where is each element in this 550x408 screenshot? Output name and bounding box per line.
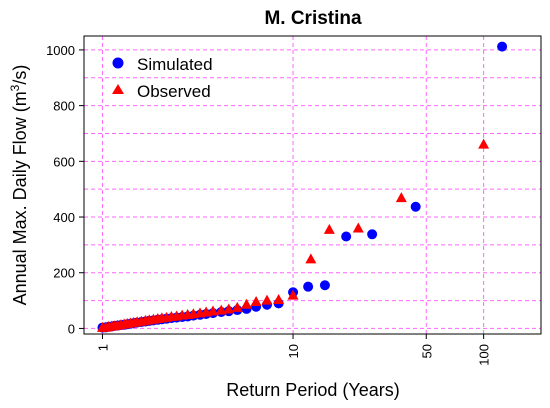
y-tick-label: 600 <box>53 154 75 169</box>
observed-point <box>395 192 407 203</box>
y-axis-title: Annual Max. Daily Flow (m3/s) <box>8 65 30 306</box>
y-tick-label: 400 <box>53 210 75 225</box>
simulated-point <box>497 41 508 52</box>
chart-title: M. Cristina <box>264 8 362 29</box>
simulated-point <box>303 281 314 292</box>
grid <box>84 36 541 334</box>
y-tick-label: 1000 <box>46 43 75 58</box>
simulated-point <box>367 229 378 240</box>
legend-observed-label: Observed <box>137 82 211 101</box>
legend-simulated-marker <box>112 57 124 69</box>
y-tick-label: 0 <box>68 321 75 336</box>
x-tick-label: 10 <box>286 344 301 358</box>
x-tick-label: 50 <box>419 344 434 358</box>
observed-point <box>223 303 235 314</box>
simulated-point <box>319 280 330 291</box>
observed-point <box>352 222 364 233</box>
observed-point <box>323 223 335 234</box>
y-tick-label: 800 <box>53 99 75 114</box>
observed-point <box>207 305 219 316</box>
legend: Simulated Observed <box>112 55 213 101</box>
observed-point <box>261 294 273 305</box>
x-tick-label: 100 <box>477 344 492 366</box>
simulated-point <box>341 231 352 242</box>
observed-point <box>250 295 262 306</box>
observed-point <box>287 289 299 300</box>
observed-point <box>305 253 317 264</box>
y-axis-title-main: Annual Max. Daily Flow (m <box>10 91 30 305</box>
y-axis-title-end: /s) <box>10 65 30 85</box>
plot-frame <box>83 35 542 335</box>
y-tick-label: 200 <box>53 266 75 281</box>
x-tick-label: 1 <box>95 344 110 351</box>
observed-point <box>273 294 285 305</box>
x-axis-title: Return Period (Years) <box>226 380 399 400</box>
observed-point <box>215 304 227 315</box>
observed-point <box>478 138 490 149</box>
legend-simulated-label: Simulated <box>137 55 213 74</box>
simulated-point <box>410 201 421 212</box>
y-axis-title-superscript: 3 <box>8 84 22 91</box>
legend-observed-marker <box>112 84 124 94</box>
observed-point <box>231 301 243 312</box>
observed-point <box>241 298 253 309</box>
data-points <box>96 41 508 333</box>
